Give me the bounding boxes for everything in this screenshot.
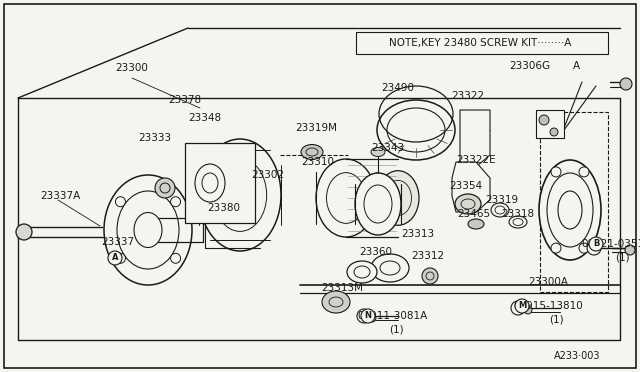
Text: (1): (1) bbox=[548, 315, 563, 325]
Circle shape bbox=[368, 314, 376, 322]
Text: 23360: 23360 bbox=[360, 247, 392, 257]
Text: 23348: 23348 bbox=[188, 113, 221, 123]
Text: 23300: 23300 bbox=[116, 63, 148, 73]
Text: 23313: 23313 bbox=[401, 229, 435, 239]
Text: A233·003: A233·003 bbox=[554, 351, 600, 361]
Circle shape bbox=[115, 253, 125, 263]
Circle shape bbox=[551, 243, 561, 253]
Text: 23380: 23380 bbox=[207, 203, 241, 213]
Circle shape bbox=[422, 268, 438, 284]
Circle shape bbox=[539, 115, 549, 125]
Ellipse shape bbox=[377, 171, 419, 225]
Text: (1): (1) bbox=[388, 325, 403, 335]
Text: 23300A: 23300A bbox=[528, 277, 568, 287]
Ellipse shape bbox=[371, 254, 409, 282]
Circle shape bbox=[115, 197, 125, 207]
Text: 23319: 23319 bbox=[485, 195, 518, 205]
Ellipse shape bbox=[491, 203, 509, 217]
Ellipse shape bbox=[316, 159, 376, 237]
Ellipse shape bbox=[322, 291, 350, 313]
Text: B: B bbox=[593, 240, 599, 248]
Text: A: A bbox=[112, 253, 118, 263]
Text: 23378: 23378 bbox=[168, 95, 202, 105]
Ellipse shape bbox=[347, 261, 377, 283]
Circle shape bbox=[620, 78, 632, 90]
Ellipse shape bbox=[468, 219, 484, 229]
Text: 23322: 23322 bbox=[451, 91, 484, 101]
Circle shape bbox=[515, 299, 529, 313]
Text: 23319M: 23319M bbox=[295, 123, 337, 133]
Ellipse shape bbox=[377, 100, 455, 160]
Bar bbox=[540, 112, 608, 292]
Text: 08915-13810: 08915-13810 bbox=[513, 301, 583, 311]
Circle shape bbox=[579, 243, 589, 253]
Text: 23337: 23337 bbox=[101, 237, 134, 247]
Circle shape bbox=[587, 241, 601, 255]
Ellipse shape bbox=[539, 160, 601, 260]
Circle shape bbox=[171, 253, 180, 263]
Text: 23333: 23333 bbox=[138, 133, 172, 143]
Text: 23312: 23312 bbox=[412, 251, 445, 261]
Text: 23306G: 23306G bbox=[509, 61, 550, 71]
Ellipse shape bbox=[301, 144, 323, 160]
Polygon shape bbox=[452, 162, 490, 212]
Ellipse shape bbox=[104, 175, 192, 285]
Circle shape bbox=[589, 237, 603, 251]
Circle shape bbox=[16, 224, 32, 240]
Text: NOTE,KEY 23480 SCREW KIT········A: NOTE,KEY 23480 SCREW KIT········A bbox=[389, 38, 571, 48]
Polygon shape bbox=[460, 110, 490, 172]
Text: (1): (1) bbox=[614, 253, 629, 263]
Ellipse shape bbox=[371, 148, 385, 157]
Text: 23318: 23318 bbox=[501, 209, 534, 219]
Text: 08911-3081A: 08911-3081A bbox=[357, 311, 427, 321]
Bar bbox=[356, 32, 608, 54]
Circle shape bbox=[171, 197, 180, 207]
Bar bbox=[185, 143, 255, 223]
Ellipse shape bbox=[199, 139, 281, 251]
Circle shape bbox=[361, 309, 375, 323]
Text: 08121-0351F: 08121-0351F bbox=[582, 239, 640, 249]
Ellipse shape bbox=[455, 194, 481, 214]
Text: 23354: 23354 bbox=[449, 181, 483, 191]
Text: 23313M: 23313M bbox=[321, 283, 363, 293]
Circle shape bbox=[155, 178, 175, 198]
Text: 23343: 23343 bbox=[371, 143, 404, 153]
Text: 23302: 23302 bbox=[252, 170, 285, 180]
Circle shape bbox=[524, 306, 532, 314]
Text: 23322E: 23322E bbox=[456, 155, 496, 165]
Bar bbox=[536, 110, 564, 138]
Circle shape bbox=[108, 251, 122, 265]
Ellipse shape bbox=[509, 216, 527, 228]
Text: 23337A: 23337A bbox=[40, 191, 80, 201]
Ellipse shape bbox=[355, 173, 401, 235]
Text: 23490: 23490 bbox=[381, 83, 415, 93]
Text: M: M bbox=[518, 301, 526, 311]
Circle shape bbox=[357, 309, 371, 323]
Circle shape bbox=[550, 128, 558, 136]
Circle shape bbox=[625, 245, 635, 255]
Text: 23465: 23465 bbox=[458, 209, 491, 219]
Text: A: A bbox=[572, 61, 580, 71]
Circle shape bbox=[579, 167, 589, 177]
Text: 23310: 23310 bbox=[301, 157, 335, 167]
Text: N: N bbox=[365, 311, 371, 321]
Circle shape bbox=[551, 167, 561, 177]
Circle shape bbox=[511, 301, 525, 315]
